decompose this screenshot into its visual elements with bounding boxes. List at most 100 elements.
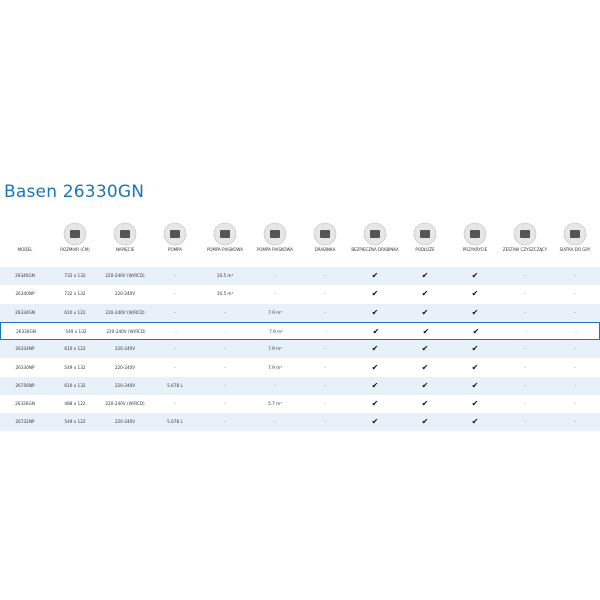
table-cell: ✔ xyxy=(471,307,479,317)
table-cell: - xyxy=(524,309,526,315)
table-cell: - xyxy=(174,401,176,407)
column-icon xyxy=(363,222,387,246)
table-cell: ✔ xyxy=(471,362,479,372)
table-cell: - xyxy=(574,346,576,352)
header-label: DRABINKA xyxy=(314,247,336,252)
table-cell: - xyxy=(274,273,276,278)
table-cell: 220-240V xyxy=(114,382,136,388)
table-cell: - xyxy=(524,291,526,297)
table-cell: 26340GN xyxy=(15,273,35,278)
table-header: MODEL ROZMIAR (CM) NAPIĘCIE POMPA POMPA PIAS… xyxy=(0,220,600,262)
table-cell: 549 x 122 xyxy=(64,419,86,425)
table-cell: ✔ xyxy=(472,326,480,336)
column-icon xyxy=(563,222,587,246)
table-cell: 220-240V xyxy=(114,419,136,425)
table-cell: - xyxy=(324,273,326,278)
table-cell: 26330GN xyxy=(16,328,36,334)
table-cell: - xyxy=(224,346,226,352)
header-label: POMPA xyxy=(168,247,182,252)
table-cell: ✔ xyxy=(421,399,429,409)
table-cell: 610 x 122 xyxy=(64,309,86,315)
table-cell: ✔ xyxy=(371,271,379,280)
table-cell: 26756NP xyxy=(15,382,35,388)
table-cell: 220-240V (W/RCD) xyxy=(105,309,145,315)
table-row: 26334GN 610 x 122 220-240V (W/RCD) - - 7.9 m³… xyxy=(0,303,600,322)
table-cell: ✔ xyxy=(421,344,429,354)
table-cell: - xyxy=(524,364,526,370)
table-cell: - xyxy=(324,346,326,352)
table-cell: 549 x 132 xyxy=(65,328,87,334)
table-cell: ✔ xyxy=(421,362,429,372)
table-cell: - xyxy=(324,401,326,407)
table-cell: ✔ xyxy=(371,289,379,299)
table-cell: - xyxy=(224,401,226,407)
table-cell: - xyxy=(524,401,526,407)
table-cell: ✔ xyxy=(421,380,429,390)
column-icon xyxy=(63,222,87,246)
header-label: PODŁOŻE xyxy=(415,247,435,252)
table-cell: 5.678 L xyxy=(167,419,183,425)
column-icon xyxy=(163,222,187,246)
header-label: MODEL xyxy=(17,247,33,252)
table-row: 26330GN 549 x 132 220-240V (W/RCD) - - 7.9 m³… xyxy=(0,321,600,340)
table-cell: - xyxy=(524,346,526,352)
column-icon xyxy=(213,222,237,246)
table-cell: 7.9 m³ xyxy=(268,346,282,352)
table-cell: - xyxy=(274,291,276,297)
table-cell: - xyxy=(174,273,176,278)
table-cell: ✔ xyxy=(471,399,479,409)
table-cell: - xyxy=(574,291,576,297)
table-cell: - xyxy=(574,309,576,315)
table-cell: - xyxy=(525,328,527,334)
table-cell: 488 x 122 xyxy=(64,401,86,407)
table-cell: - xyxy=(324,291,326,297)
table-cell: ✔ xyxy=(471,289,479,299)
column-icon xyxy=(263,222,287,246)
column-icon xyxy=(313,222,337,246)
table-cell: 549 x 132 xyxy=(64,364,86,370)
table-cell: 732 x 132 xyxy=(64,273,86,278)
table-cell: ✔ xyxy=(471,417,479,427)
table-cell: 610 x 132 xyxy=(64,382,86,388)
table-cell: ✔ xyxy=(421,417,429,427)
table-row: 26334NP 610 x 122 220-240V - - 7.9 m³ - ✔ ✔ ✔ - - xyxy=(0,340,600,359)
table-cell: ✔ xyxy=(371,399,379,409)
table-cell: 5.7 m³ xyxy=(268,401,282,407)
table-cell: 220-240V xyxy=(114,346,136,352)
table-cell: ✔ xyxy=(372,326,380,336)
header-label: NAPIĘCIE xyxy=(115,247,135,252)
table-cell: - xyxy=(574,364,576,370)
table-cell: - xyxy=(324,419,326,425)
table-cell: - xyxy=(324,382,326,388)
header-label: POMPA PIASKOWA xyxy=(206,247,244,252)
table-row: 26732NP 549 x 122 220-240V 5.678 L - - - ✔ ✔ ✔ - - xyxy=(0,413,600,432)
table-cell: 220-240V xyxy=(114,364,136,370)
table-cell: - xyxy=(574,273,576,278)
table-cell: ✔ xyxy=(371,307,379,317)
table-cell: ✔ xyxy=(422,326,430,336)
table-row: 26330NP 549 x 132 220-240V - - 7.9 m³ - ✔ ✔ ✔ - - xyxy=(0,359,600,377)
table-cell: 26326GN xyxy=(15,401,35,407)
table-cell: 732 x 132 xyxy=(64,291,86,297)
column-icon xyxy=(463,222,487,246)
table-cell: - xyxy=(175,328,177,334)
table-cell: - xyxy=(524,382,526,388)
column-icon xyxy=(113,222,137,246)
table-cell: 10.5 m³ xyxy=(216,291,234,297)
table-cell: - xyxy=(574,401,576,407)
table-cell: 220-240V (W/RCD) xyxy=(105,273,145,278)
header-label: ROZMIAR (CM) xyxy=(60,247,90,252)
table-cell: - xyxy=(274,382,276,388)
column-icon xyxy=(513,222,537,246)
table-cell: - xyxy=(174,364,176,370)
table-cell: - xyxy=(174,291,176,297)
table-cell: - xyxy=(575,328,577,334)
header-label: PRZYKRYCIE xyxy=(462,247,488,252)
table-cell: 220-240V xyxy=(114,291,136,297)
table-cell: 7.9 m³ xyxy=(269,328,283,334)
table-cell: 220-240V (W/RCD) xyxy=(106,328,146,334)
table-cell: 26330NP xyxy=(15,364,35,370)
table-cell: - xyxy=(574,419,576,425)
table-cell: 7.9 m³ xyxy=(268,364,282,370)
